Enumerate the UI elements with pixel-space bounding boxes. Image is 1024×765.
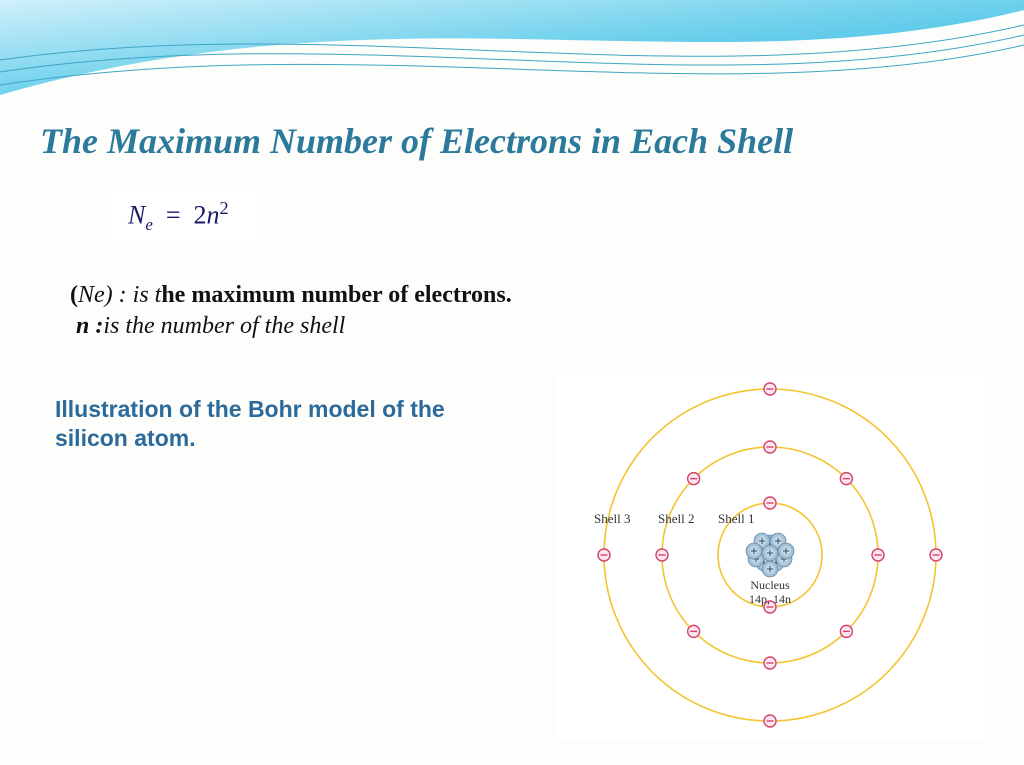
svg-text:14p, 14n: 14p, 14n — [749, 592, 791, 606]
bohr-atom-diagram: Shell 3 Shell 2 Shell 1 Nucleus14p, 14n — [555, 370, 985, 740]
illustration-caption: Illustration of the Bohr model of the si… — [55, 395, 495, 453]
svg-text:Shell 3: Shell 3 — [594, 511, 630, 526]
page-title: The Maximum Number of Electrons in Each … — [40, 120, 984, 162]
def-line-2: n :is the number of the shell — [70, 311, 512, 342]
definitions: (Ne) : is the maximum number of electron… — [70, 280, 512, 342]
svg-text:Shell 1: Shell 1 — [718, 511, 754, 526]
svg-text:Nucleus: Nucleus — [750, 578, 790, 592]
svg-text:Shell 2: Shell 2 — [658, 511, 694, 526]
def-line-1: (Ne) : is the maximum number of electron… — [70, 280, 512, 311]
formula: Ne = 2n2 — [110, 190, 257, 243]
